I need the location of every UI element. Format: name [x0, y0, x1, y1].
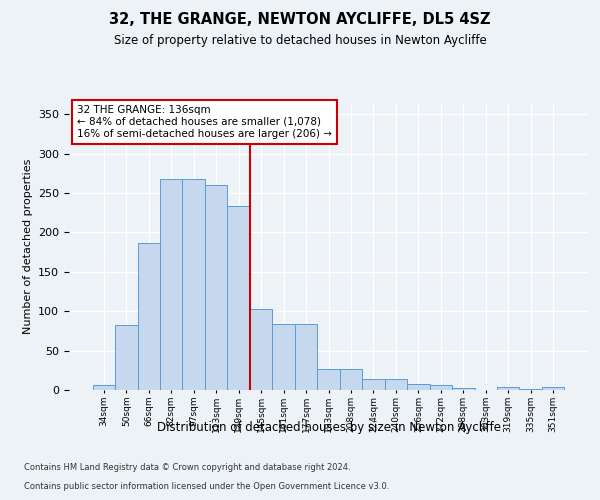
Text: Contains public sector information licensed under the Open Government Licence v3: Contains public sector information licen…: [24, 482, 389, 491]
Bar: [115, 326, 137, 390]
Bar: [340, 368, 362, 390]
Bar: [430, 386, 452, 390]
Bar: [520, 389, 542, 390]
Bar: [385, 379, 407, 390]
Bar: [362, 379, 385, 390]
Bar: [205, 185, 227, 390]
Bar: [137, 244, 160, 390]
Text: Contains HM Land Registry data © Crown copyright and database right 2024.: Contains HM Land Registry data © Crown c…: [24, 464, 350, 472]
Bar: [272, 324, 295, 390]
Text: 32 THE GRANGE: 136sqm
← 84% of detached houses are smaller (1,078)
16% of semi-d: 32 THE GRANGE: 136sqm ← 84% of detached …: [77, 106, 332, 138]
Bar: [452, 388, 475, 390]
Bar: [295, 324, 317, 390]
Bar: [182, 179, 205, 390]
Text: 32, THE GRANGE, NEWTON AYCLIFFE, DL5 4SZ: 32, THE GRANGE, NEWTON AYCLIFFE, DL5 4SZ: [109, 12, 491, 28]
Bar: [227, 206, 250, 390]
Bar: [92, 386, 115, 390]
Y-axis label: Number of detached properties: Number of detached properties: [23, 158, 32, 334]
Text: Size of property relative to detached houses in Newton Aycliffe: Size of property relative to detached ho…: [113, 34, 487, 47]
Bar: [160, 179, 182, 390]
Bar: [317, 368, 340, 390]
Bar: [407, 384, 430, 390]
Bar: [542, 387, 565, 390]
Text: Distribution of detached houses by size in Newton Aycliffe: Distribution of detached houses by size …: [157, 421, 501, 434]
Bar: [497, 387, 520, 390]
Bar: [250, 309, 272, 390]
